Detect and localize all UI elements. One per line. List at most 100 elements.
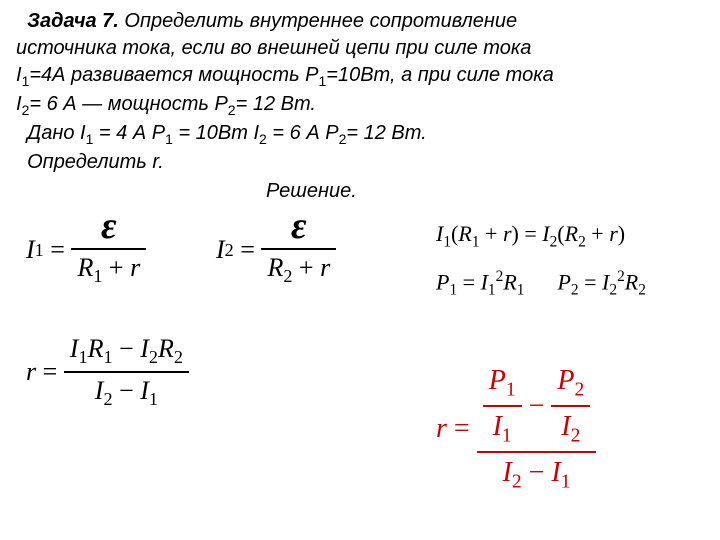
eq6-eq: = (454, 413, 470, 445)
eq1-frac: ε R1 + r (71, 213, 146, 288)
eq6-subfrac1: P1 I1 (483, 363, 522, 449)
line3-mid: =4А развивается мощность P (29, 64, 318, 86)
eq4a-eq: = (457, 269, 480, 294)
determine-text: Определить r. (27, 151, 164, 173)
problem-statement: Задача 7. Определить внутреннее сопротив… (16, 8, 704, 176)
eq-i1: I1 = ε R1 + r (26, 213, 146, 288)
eq4a-R-sub: 1 (517, 281, 525, 298)
eq6-n1-bot-sub: 1 (502, 425, 512, 446)
eq3-R2-sub: 2 (578, 233, 586, 250)
eq1-plus: + (102, 253, 130, 282)
eq3-r1: r (503, 221, 512, 246)
eq6-r: r (436, 413, 447, 445)
eq4b-eq: = (579, 269, 602, 294)
eq4b-R-sub: 2 (638, 281, 646, 298)
eq6-n2-bot-sub: 2 (571, 425, 581, 446)
solution-header: Решение. (266, 180, 704, 203)
eq2-plus: + (292, 253, 320, 282)
eq5-n-I1-sub: 1 (78, 347, 87, 367)
eq1-eps: ε (101, 205, 117, 247)
line-2: источника тока, если во внешней цепи при… (16, 35, 704, 62)
eq6-bigfrac: P1 I1 − P2 I2 I2 − I1 (477, 363, 597, 495)
eq5-n-I2-sub: 2 (149, 347, 158, 367)
given-d: = 6 А P (267, 122, 339, 144)
eq3-plus1: + (480, 221, 503, 246)
given-b: = 4 А P (93, 122, 165, 144)
eq2-lhs-sub: 2 (225, 240, 234, 261)
eq6-d-I1-sub: 1 (561, 471, 571, 492)
eq5-d-I1: I (140, 376, 149, 405)
eq6-d-minus: − (522, 457, 552, 488)
eq1-eq: = (50, 235, 65, 265)
eq5-frac: I1R1 − I2R2 I2 − I1 (64, 333, 189, 411)
given-line: Дано I1 = 4 А P1 = 10Вт I2 = 6 А P2= 12 … (16, 120, 704, 149)
eq6-subfrac2: P2 I2 (551, 363, 590, 449)
task-label: Задача 7. (27, 10, 119, 32)
eq3-I2: I (542, 221, 549, 246)
eq2-r: r (320, 253, 330, 282)
eq2-R: R (267, 253, 283, 282)
eq5-d-I2-sub: 2 (103, 389, 112, 409)
eq6-n1-bot: I (493, 411, 502, 442)
line3-end: =10Вт, а при силе тока (326, 64, 554, 86)
eq4b-R: R (625, 269, 638, 294)
eq5-n-R1: R (88, 334, 104, 363)
eq-power: P1 = I12R1 P2 = I22R2 (436, 268, 646, 300)
eq1-R: R (77, 253, 93, 282)
eq5-n-R2-sub: 2 (174, 347, 183, 367)
p2-sub: 2 (228, 102, 236, 118)
eq5-n-R2: R (158, 334, 174, 363)
physics-problem-page: Задача 7. Определить внутреннее сопротив… (0, 0, 720, 540)
eq6-d-I2-sub: 2 (512, 471, 522, 492)
eq2-eps: ε (291, 205, 307, 247)
eq6-d-I1: I (551, 457, 560, 488)
eq2-lhs: I (216, 235, 225, 265)
eq5-eq: = (43, 357, 58, 387)
eq3-R1: R (458, 221, 471, 246)
eq4b-I-sub: 2 (609, 281, 617, 298)
eq-i2: I2 = ε R2 + r (216, 213, 336, 288)
line-4: I2= 6 А — мощность P2= 12 Вт. (16, 91, 704, 120)
eq5-d-I1-sub: 1 (149, 389, 158, 409)
eq6-d-I2: I (502, 457, 511, 488)
eq2-frac: ε R2 + r (261, 213, 336, 288)
eq3-eq: = (519, 221, 542, 246)
eq3-R2: R (565, 221, 578, 246)
determine-line: Определить r. (16, 149, 704, 176)
line-3: I1=4А развивается мощность P1=10Вт, а пр… (16, 62, 704, 91)
given-c-sub: 2 (259, 131, 267, 147)
eq4a-I: I (481, 269, 488, 294)
eq4b-I-sup: 2 (617, 268, 625, 285)
eq6-n2-top: P (557, 365, 574, 396)
eq5-n-minus: − (113, 334, 141, 363)
eq4b-P-sub: 2 (571, 281, 579, 298)
given-c: = 10Вт I (173, 122, 259, 144)
given-a: Дано I (27, 122, 85, 144)
eq5-r: r (26, 357, 36, 387)
eq2-eq: = (240, 235, 255, 265)
eq3-R1-sub: 1 (472, 233, 480, 250)
given-e: = 12 Вт. (346, 122, 426, 144)
eq-r-black: r = I1R1 − I2R2 I2 − I1 (26, 333, 189, 411)
eq3-po2: ( (557, 221, 564, 246)
eq1-lhs: I (26, 235, 35, 265)
line-1: Задача 7. Определить внутреннее сопротив… (16, 8, 704, 35)
eq4b-P: P (557, 269, 570, 294)
eq3-r2: r (609, 221, 618, 246)
line1-rest: Определить внутреннее сопротивление (119, 10, 517, 32)
eq6-num-minus: − (529, 390, 552, 421)
eq1-r: r (130, 253, 140, 282)
eq5-n-R1-sub: 1 (103, 347, 112, 367)
eq-balance: I1(R1 + r) = I2(R2 + r) (436, 221, 625, 251)
line4-mid: = 6 А — мощность P (29, 93, 227, 115)
eq1-lhs-sub: 1 (35, 240, 44, 261)
eq6-n2-bot: I (561, 411, 570, 442)
eq5-n-I2: I (140, 334, 149, 363)
eq4a-I-sub: 1 (488, 281, 496, 298)
eq3-pc2: ) (618, 221, 625, 246)
eq4a-P-sub: 1 (449, 281, 457, 298)
eq6-n2-top-sub: 2 (575, 379, 585, 400)
given-b-sub: 1 (165, 131, 173, 147)
eq-r-red: r = P1 I1 − P2 I2 (436, 363, 596, 495)
eq4a-R: R (503, 269, 516, 294)
